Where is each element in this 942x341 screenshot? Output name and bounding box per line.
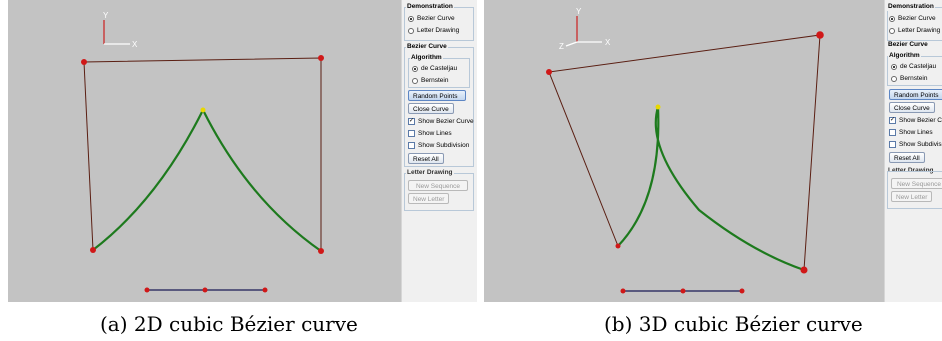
- slider-point-start[interactable]: [620, 288, 626, 294]
- reset-all-button[interactable]: Reset All: [408, 153, 444, 164]
- screenshot-3d: Y X Z Demonstration Bezier Curve Letter …: [484, 0, 942, 302]
- radio-icon: [408, 15, 414, 22]
- demonstration-group: [887, 7, 942, 41]
- close-curve-button[interactable]: Close Curve: [408, 103, 454, 114]
- show-lines-checkbox[interactable]: Show Lines: [889, 128, 933, 137]
- control-point-1[interactable]: [546, 69, 552, 75]
- algorithm-title: Algorithm: [888, 52, 921, 60]
- y-axis-label: Y: [576, 7, 582, 16]
- control-polygon: [83, 57, 322, 251]
- caption-3d: (b) 3D cubic Bézier curve: [604, 312, 863, 336]
- mode-option-letter[interactable]: Letter Drawing: [889, 26, 940, 35]
- reset-all-button[interactable]: Reset All: [889, 152, 925, 163]
- algorithm-option-bernstein[interactable]: Bernstein: [891, 74, 927, 83]
- letter-drawing-title: Letter Drawing: [406, 169, 454, 177]
- demonstration-title: Demonstration: [406, 3, 454, 11]
- x-axis-label: X: [605, 38, 611, 47]
- control-point-3[interactable]: [318, 248, 324, 254]
- algorithm-option-bernstein[interactable]: Bernstein: [412, 76, 448, 85]
- new-letter-button[interactable]: New Letter: [408, 193, 450, 204]
- z-axis-label: Z: [559, 42, 564, 51]
- bezier-curve-title: Bezier Curve: [887, 41, 929, 49]
- slider-point-mid[interactable]: [202, 287, 208, 293]
- show-bezier-checkbox[interactable]: ✓Show Bezier Cur: [889, 117, 942, 124]
- radio-icon: [408, 27, 414, 34]
- new-sequence-button[interactable]: New Sequence: [408, 180, 468, 191]
- slider-point-mid[interactable]: [680, 288, 686, 294]
- radio-icon: [889, 27, 895, 34]
- control-point-2[interactable]: [816, 31, 824, 39]
- demonstration-title: Demonstration: [887, 3, 935, 11]
- random-points-button[interactable]: Random Points: [889, 89, 942, 100]
- control-polygon: [548, 34, 821, 271]
- curve-peak-point: [655, 104, 661, 110]
- caption-2d: (a) 2D cubic Bézier curve: [100, 312, 358, 336]
- viewport-3d[interactable]: Y X Z: [484, 0, 884, 302]
- checkbox-icon: [889, 129, 896, 136]
- control-point-0[interactable]: [90, 247, 96, 253]
- control-point-2[interactable]: [318, 55, 324, 61]
- y-axis-label: Y: [103, 11, 109, 20]
- viewport-2d[interactable]: Y X: [8, 0, 401, 302]
- letter-drawing-group: [404, 173, 474, 211]
- new-letter-button[interactable]: New Letter: [891, 191, 933, 202]
- algorithm-option-casteljau[interactable]: de Casteljau: [412, 64, 457, 73]
- curve-peak-point: [200, 107, 206, 113]
- bezier-curve-title: Bezier Curve: [406, 43, 448, 51]
- check-icon: ✓: [408, 118, 415, 125]
- random-points-button[interactable]: Random Points: [408, 90, 466, 101]
- new-sequence-button[interactable]: New Sequence: [891, 178, 942, 189]
- radio-icon: [412, 65, 418, 72]
- close-curve-button[interactable]: Close Curve: [889, 102, 935, 113]
- radio-icon: [412, 77, 418, 84]
- control-point-1[interactable]: [81, 59, 87, 65]
- control-panel-2d: Demonstration Bezier Curve Letter Drawin…: [401, 0, 477, 302]
- x-axis-label: X: [132, 40, 138, 49]
- scene-3d: Y X Z: [546, 7, 824, 294]
- checkbox-icon: [408, 142, 415, 149]
- scene-2d: Y X: [81, 11, 324, 293]
- slider-point-end[interactable]: [262, 287, 268, 293]
- mode-option-letter[interactable]: Letter Drawing: [408, 26, 459, 35]
- checkbox-icon: [408, 130, 415, 137]
- demonstration-group: [404, 7, 474, 41]
- checkbox-icon: [889, 141, 896, 148]
- control-panel-3d: Demonstration Bezier Curve Letter Drawin…: [884, 0, 942, 302]
- radio-icon: [891, 63, 897, 70]
- algorithm-option-casteljau[interactable]: de Casteljau: [891, 62, 936, 71]
- algorithm-title: Algorithm: [410, 54, 443, 62]
- show-subdivision-checkbox[interactable]: Show Subdivisio: [889, 140, 942, 149]
- radio-icon: [889, 15, 895, 22]
- show-lines-checkbox[interactable]: Show Lines: [408, 129, 452, 138]
- bezier-curve: [92, 107, 322, 252]
- show-subdivision-checkbox[interactable]: Show Subdivision: [408, 141, 469, 150]
- bezier-curve: [617, 106, 805, 272]
- control-point-3[interactable]: [800, 266, 808, 274]
- check-icon: ✓: [889, 117, 896, 124]
- mode-option-bezier[interactable]: Bezier Curve: [408, 14, 455, 23]
- control-point-0[interactable]: [615, 243, 621, 249]
- slider-point-start[interactable]: [144, 287, 150, 293]
- z-axis-line: [565, 41, 578, 47]
- mode-option-bezier[interactable]: Bezier Curve: [889, 14, 936, 23]
- letter-drawing-group: [887, 171, 942, 209]
- show-bezier-checkbox[interactable]: ✓ Show Bezier Curve: [408, 118, 474, 125]
- radio-icon: [891, 75, 897, 82]
- screenshot-2d: Y X Demonstration Bezier Curve Letter Dr…: [8, 0, 477, 302]
- slider-point-end[interactable]: [739, 288, 745, 294]
